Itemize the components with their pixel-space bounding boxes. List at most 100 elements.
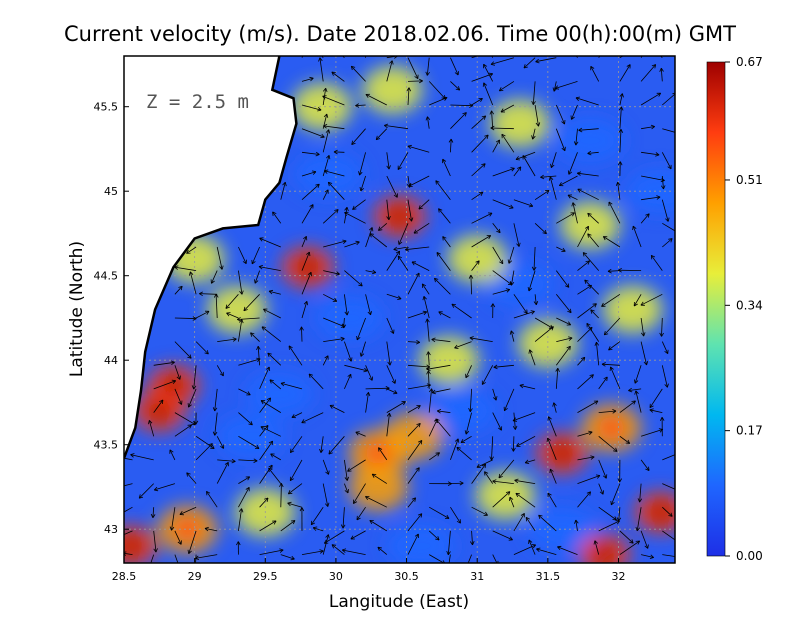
velocity-arrow-187 <box>280 381 303 390</box>
velocity-arrow-159 <box>238 412 253 426</box>
velocity-arrow-102 <box>637 483 643 503</box>
velocity-arrow-394 <box>471 163 486 177</box>
velocity-arrow-50 <box>640 530 649 549</box>
velocity-arrow-44 <box>513 513 525 532</box>
speed-hotspot-core-0 <box>387 206 412 227</box>
velocity-arrow-186 <box>269 379 282 390</box>
velocity-arrow-438 <box>641 124 655 130</box>
velocity-arrow-473 <box>619 64 631 82</box>
velocity-arrow-171 <box>492 412 503 431</box>
velocity-arrow-433 <box>531 128 536 140</box>
velocity-arrow-73 <box>577 491 591 508</box>
velocity-arrow-275 <box>603 317 621 336</box>
velocity-arrow-460 <box>331 71 345 82</box>
velocity-arrow-364 <box>608 201 621 224</box>
velocity-arrow-99 <box>577 474 601 484</box>
velocity-arrow-324 <box>650 254 663 271</box>
velocity-arrow-266 <box>422 296 430 319</box>
velocity-arrow-173 <box>512 412 536 422</box>
velocity-arrow-174 <box>552 402 557 413</box>
velocity-arrow-86 <box>287 483 303 495</box>
velocity-arrow-179 <box>649 408 663 413</box>
y-tick-label-4: 45 <box>104 185 118 198</box>
velocity-arrow-21 <box>557 545 578 555</box>
velocity-arrow-144 <box>435 418 451 437</box>
velocity-arrow-285 <box>323 293 338 302</box>
velocity-arrow-475 <box>659 67 664 82</box>
velocity-arrow-413 <box>492 139 500 153</box>
velocity-arrow-30 <box>204 526 218 532</box>
velocity-arrow-167 <box>407 405 421 413</box>
velocity-arrow-240 <box>386 341 392 366</box>
velocity-arrow-332 <box>344 240 360 248</box>
velocity-arrow-450 <box>500 104 515 113</box>
velocity-arrow-111 <box>270 453 282 461</box>
velocity-arrow-91 <box>407 467 420 484</box>
velocity-arrow-241 <box>407 339 421 345</box>
velocity-arrow-125 <box>577 455 595 461</box>
velocity-arrow-201 <box>598 376 608 390</box>
velocity-arrow-445 <box>406 87 412 106</box>
velocity-arrow-453 <box>570 104 578 120</box>
velocity-arrow-232 <box>217 337 237 342</box>
velocity-arrow-250 <box>586 322 600 342</box>
velocity-arrow-263 <box>356 317 366 341</box>
calm-area-1 <box>485 262 554 307</box>
speed-hotspot-20 <box>418 336 479 385</box>
velocity-arrow-483 <box>450 57 459 76</box>
speed-hotspot-18 <box>207 285 268 334</box>
velocity-arrow-351 <box>344 206 349 224</box>
velocity-arrow-418 <box>587 150 599 156</box>
speed-hotspot-core-11 <box>124 536 143 556</box>
velocity-arrow-25 <box>662 554 675 557</box>
x-tick-label-0: 28.5 <box>112 570 137 583</box>
velocity-arrow-388 <box>324 169 345 177</box>
velocity-arrow-362 <box>571 202 578 224</box>
velocity-arrow-463 <box>407 78 423 84</box>
velocity-arrow-377 <box>492 199 514 209</box>
velocity-arrow-365 <box>640 213 650 224</box>
colorbar-tick-label-4: 0.00 <box>736 549 763 563</box>
velocity-arrow-282 <box>243 294 260 312</box>
velocity-arrow-454 <box>575 96 599 106</box>
velocity-arrow-378 <box>513 199 534 208</box>
velocity-arrow-87 <box>322 483 330 507</box>
velocity-arrow-344 <box>587 233 600 248</box>
velocity-arrow-22 <box>593 540 600 555</box>
speed-hotspot-core-7 <box>550 443 574 464</box>
plot-area <box>124 56 675 563</box>
velocity-arrow-357 <box>471 212 493 224</box>
velocity-arrow-255 <box>195 310 210 319</box>
velocity-arrow-469 <box>531 81 536 105</box>
velocity-arrow-442 <box>322 95 345 106</box>
velocity-arrow-10 <box>331 544 345 555</box>
x-tick-label-2: 29.5 <box>253 570 278 583</box>
velocity-arrow-459 <box>318 57 324 82</box>
velocity-arrow-258 <box>237 317 260 322</box>
velocity-arrow-28 <box>174 530 182 545</box>
velocity-arrow-448 <box>471 98 483 106</box>
velocity-arrow-373 <box>407 199 414 222</box>
velocity-arrow-347 <box>662 238 673 248</box>
colorbar-tick-label-1: 0.51 <box>736 173 763 187</box>
velocity-arrow-404 <box>301 151 320 157</box>
velocity-arrow-363 <box>587 212 599 224</box>
velocity-arrow-189 <box>344 373 352 390</box>
velocity-arrow-140 <box>355 431 366 437</box>
velocity-arrow-136 <box>260 426 281 437</box>
velocity-arrow-462 <box>386 60 394 82</box>
velocity-arrow-62 <box>340 507 346 529</box>
velocity-arrow-236 <box>299 326 304 342</box>
velocity-arrow-292 <box>468 274 474 295</box>
velocity-arrow-412 <box>471 134 489 153</box>
velocity-arrow-323 <box>618 267 642 273</box>
velocity-arrow-193 <box>426 370 431 389</box>
velocity-arrow-270 <box>513 310 535 319</box>
velocity-arrow-407 <box>358 152 366 176</box>
velocity-arrow-170 <box>464 412 472 435</box>
velocity-arrow-342 <box>556 246 566 252</box>
velocity-arrow-355 <box>413 222 430 234</box>
velocity-arrow-384 <box>641 195 661 201</box>
velocity-arrow-381 <box>567 194 578 201</box>
velocity-arrow-259 <box>263 308 281 319</box>
